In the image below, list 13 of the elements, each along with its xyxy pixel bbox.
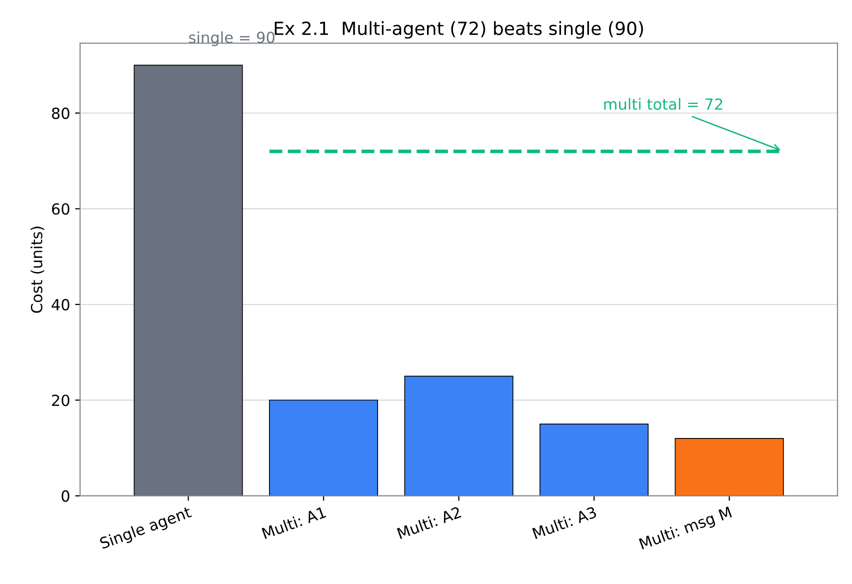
y-tick-label: 80 — [52, 108, 70, 120]
x-tick-label: Multi: A2 — [396, 506, 462, 540]
ref-line-label: multi total = 72 — [604, 98, 722, 110]
y-tick-label: 0 — [62, 490, 70, 502]
y-tick-label: 40 — [52, 298, 70, 310]
x-tick-label: Multi: msg M — [638, 506, 733, 552]
y-axis-title: Cost (units) — [30, 226, 44, 313]
y-tick-label: 60 — [52, 203, 70, 215]
y-tick-label: 20 — [52, 394, 70, 406]
chart-title: Ex 2.1 Multi-agent (72) beats single (90) — [274, 21, 643, 39]
x-tick-label: Multi: A3 — [532, 506, 597, 540]
x-tick-label: Single agent — [99, 506, 194, 552]
x-tick-label: Multi: A1 — [262, 506, 326, 540]
